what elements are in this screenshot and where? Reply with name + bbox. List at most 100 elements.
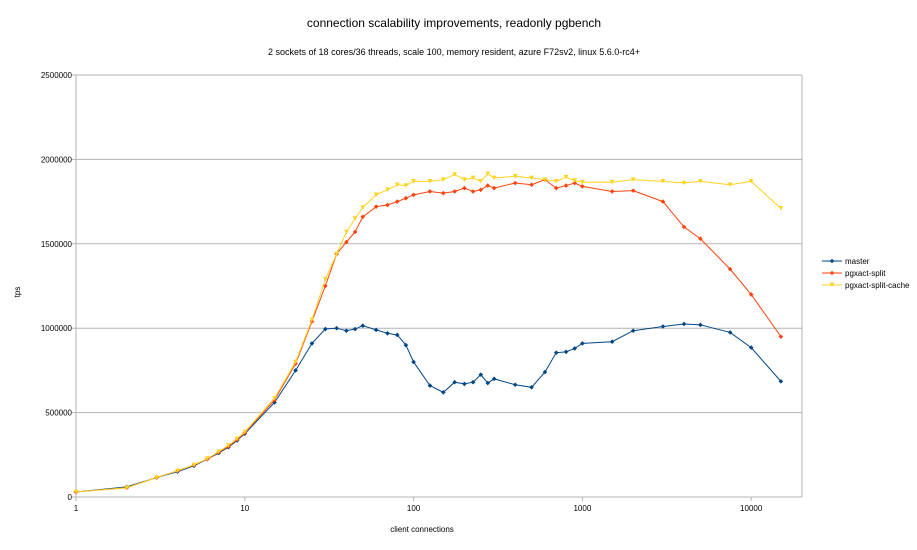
- data-point-pgxact-split-cache: [512, 173, 518, 179]
- chart-title: connection scalability improvements, rea…: [307, 16, 601, 30]
- data-point-pgxact-split: [344, 239, 349, 245]
- data-point-master: [427, 383, 433, 388]
- data-point-master: [580, 341, 585, 346]
- legend-item-pgxact-split: pgxact-split: [822, 269, 886, 278]
- data-point-master: [478, 372, 484, 377]
- data-point-pgxact-split: [411, 192, 416, 198]
- data-point-master: [512, 382, 518, 388]
- data-point-pgxact-split-cache: [175, 468, 180, 474]
- data-point-master: [385, 330, 390, 336]
- chart-subtitle: 2 sockets of 18 cores/36 threads, scale …: [268, 47, 640, 57]
- data-point-pgxact-split-cache: [293, 359, 298, 365]
- data-point-pgxact-split: [373, 204, 379, 209]
- data-point-master: [529, 384, 534, 390]
- series-pgxact-split: [73, 177, 784, 495]
- data-point-master: [563, 349, 569, 355]
- data-point-master: [344, 328, 349, 334]
- data-point-pgxact-split-cache: [563, 174, 569, 180]
- data-point-pgxact-split: [660, 199, 666, 204]
- data-point-pgxact-split-cache: [681, 180, 687, 186]
- data-point-master: [485, 380, 491, 386]
- data-point-master: [470, 379, 476, 385]
- x-tick-label: 1000: [573, 504, 591, 513]
- data-point-pgxact-split-cache: [727, 182, 733, 188]
- data-point-master: [373, 327, 379, 333]
- data-point-pgxact-split-cache: [485, 171, 491, 177]
- legend-marker: [829, 270, 835, 276]
- data-point-master: [394, 332, 400, 338]
- data-point-pgxact-split-cache: [226, 443, 231, 448]
- data-point-master: [293, 368, 298, 373]
- data-point-pgxact-split-cache: [630, 177, 636, 182]
- data-point-pgxact-split-cache: [205, 456, 210, 461]
- data-point-pgxact-split: [529, 182, 534, 188]
- data-point-pgxact-split: [580, 184, 585, 189]
- data-point-pgxact-split: [748, 292, 754, 297]
- data-point-pgxact-split: [323, 283, 328, 289]
- data-point-master: [441, 390, 446, 395]
- axes: [72, 74, 803, 501]
- data-point-pgxact-split: [441, 190, 446, 196]
- data-point-pgxact-split-cache: [334, 251, 339, 257]
- data-point-pgxact-split-cache: [478, 179, 484, 184]
- y-tick-label: 1500000: [41, 240, 73, 249]
- data-point-pgxact-split-cache: [553, 179, 559, 184]
- tick-labels: 0 500000 1000000 1500000 2000000 2500000 1 10 10…: [41, 71, 763, 513]
- data-point-master: [553, 350, 559, 355]
- data-point-pgxact-split: [352, 229, 358, 235]
- data-point-pgxact-split: [778, 334, 784, 339]
- data-point-pgxact-split: [563, 183, 569, 188]
- data-point-pgxact-split: [360, 214, 366, 220]
- data-point-pgxact-split-cache: [427, 179, 433, 184]
- data-point-master: [411, 359, 416, 365]
- data-point-pgxact-split-cache: [572, 178, 577, 183]
- data-point-master: [403, 342, 409, 348]
- data-point-pgxact-split-cache: [216, 449, 221, 455]
- data-point-pgxact-split: [462, 185, 467, 191]
- data-point-pgxact-split-cache: [470, 175, 476, 181]
- data-point-pgxact-split-cache: [542, 177, 548, 182]
- series-line-pgxact-split-cache: [75, 173, 782, 493]
- data-point-pgxact-split-cache: [309, 317, 315, 323]
- data-point-pgxact-split: [427, 189, 433, 194]
- legend-item-master: master: [822, 257, 870, 266]
- data-point-pgxact-split-cache: [462, 177, 467, 182]
- data-point-master: [698, 322, 703, 328]
- x-tick-label: 10: [240, 504, 249, 513]
- legend-label: master: [845, 257, 870, 266]
- data-point-pgxact-split: [681, 224, 687, 230]
- data-point-pgxact-split: [491, 185, 497, 191]
- data-point-pgxact-split-cache: [778, 206, 784, 211]
- legend-label: pgxact-split-cache: [845, 281, 910, 290]
- data-point-pgxact-split-cache: [323, 276, 328, 282]
- data-point-pgxact-split-cache: [191, 462, 197, 468]
- data-point-pgxact-split-cache: [411, 179, 416, 184]
- data-point-master: [334, 325, 339, 331]
- legend-item-pgxact-split-cache: pgxact-split-cache: [822, 281, 910, 290]
- data-point-master: [572, 346, 577, 351]
- data-point-pgxact-split-cache: [698, 179, 703, 184]
- data-point-pgxact-split-cache: [403, 183, 409, 188]
- data-point-pgxact-split: [385, 202, 390, 208]
- data-point-master: [452, 379, 457, 385]
- data-point-pgxact-split-cache: [385, 187, 390, 193]
- data-point-master: [727, 330, 733, 335]
- x-tick-label: 1: [74, 504, 79, 513]
- data-point-master: [681, 321, 687, 327]
- data-point-master: [542, 369, 548, 375]
- data-point-pgxact-split: [572, 180, 577, 186]
- series-master: [73, 321, 784, 495]
- data-point-pgxact-split: [452, 189, 457, 194]
- legend: master pgxact-split pgxact-split-cache: [822, 257, 910, 290]
- data-point-pgxact-split-cache: [73, 489, 79, 495]
- data-point-master: [778, 379, 784, 384]
- y-tick-label: 1000000: [41, 324, 73, 333]
- x-tick-label: 100: [407, 504, 421, 513]
- y-tick-label: 2500000: [41, 71, 73, 80]
- y-tick-label: 500000: [45, 409, 72, 418]
- data-point-pgxact-split-cache: [360, 205, 366, 210]
- y-axis-label: tps: [13, 287, 22, 298]
- legend-label: pgxact-split: [845, 269, 886, 278]
- data-point-pgxact-split: [478, 187, 484, 193]
